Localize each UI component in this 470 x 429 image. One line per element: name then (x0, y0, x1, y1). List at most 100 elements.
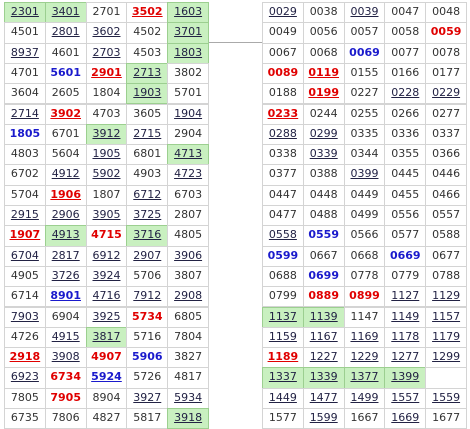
cell-number[interactable]: 1129 (432, 289, 461, 303)
cell-number[interactable]: 1499 (350, 390, 379, 404)
cell-number[interactable]: 2817 (51, 248, 80, 262)
cell-number[interactable]: 1399 (391, 370, 420, 384)
cell-number[interactable]: 6704 (10, 248, 39, 262)
cell-number: 0899 (349, 289, 380, 303)
cell-number[interactable]: 0299 (309, 126, 338, 140)
cell-number[interactable]: 3725 (133, 208, 162, 221)
cell-number[interactable]: 4912 (51, 167, 80, 181)
cell-number[interactable]: 1477 (309, 390, 338, 404)
cell-number[interactable]: 1599 (309, 411, 338, 424)
cell-number[interactable]: 1904 (174, 106, 203, 120)
cell-number[interactable]: 8901 (50, 289, 81, 303)
cell-number[interactable]: 1227 (309, 350, 338, 364)
cell-number[interactable]: 3925 (92, 309, 121, 323)
cell-number[interactable]: 1557 (391, 390, 420, 404)
cell-number[interactable]: 3401 (51, 5, 80, 18)
cell-number[interactable]: 2301 (10, 5, 39, 18)
cell-number[interactable]: 1157 (432, 309, 461, 323)
cell-number[interactable]: 1137 (268, 309, 297, 323)
cell-number[interactable]: 1449 (268, 390, 297, 404)
cell-number[interactable]: 0399 (350, 167, 379, 181)
cell-number[interactable]: 1339 (309, 370, 338, 384)
cell-number[interactable]: 0288 (268, 126, 297, 140)
cell-number[interactable]: 1179 (432, 329, 461, 343)
cell-number[interactable]: 0029 (268, 5, 297, 18)
cell-number: 0047 (391, 5, 420, 18)
cell-number[interactable]: 1907 (9, 228, 41, 242)
cell-number[interactable]: 1189 (267, 350, 299, 364)
table-cell: 1149 (384, 306, 427, 328)
cell-number[interactable]: 0039 (350, 5, 379, 18)
cell-number[interactable]: 1277 (391, 350, 420, 364)
cell-number[interactable]: 1803 (174, 45, 203, 59)
cell-number[interactable]: 1377 (350, 370, 379, 384)
cell-number[interactable]: 1603 (174, 5, 203, 18)
cell-number[interactable]: 3906 (174, 248, 203, 262)
cell-number[interactable]: 0228 (391, 86, 420, 100)
cell-number[interactable]: 3602 (92, 25, 121, 39)
cell-number[interactable]: 0558 (268, 228, 297, 242)
cell-number[interactable]: 0229 (432, 86, 461, 100)
cell-number[interactable]: 1905 (92, 147, 121, 161)
cell-number[interactable]: 2715 (133, 126, 162, 140)
cell-number[interactable]: 1903 (133, 86, 162, 100)
cell-number[interactable]: 1178 (391, 329, 420, 343)
cell-number[interactable]: 2713 (133, 65, 162, 79)
cell-number[interactable]: 1149 (391, 309, 420, 323)
cell-number[interactable]: 1159 (268, 329, 297, 343)
cell-number[interactable]: 3912 (92, 126, 121, 140)
cell-number[interactable]: 2918 (9, 350, 41, 364)
cell-number[interactable]: 0339 (309, 147, 338, 161)
cell-number[interactable]: 3924 (92, 268, 121, 282)
cell-number[interactable]: 0233 (267, 106, 299, 120)
cell-number[interactable]: 1167 (309, 329, 338, 343)
cell-number[interactable]: 4713 (174, 147, 203, 161)
cell-number[interactable]: 2915 (10, 208, 39, 221)
cell-number[interactable]: 2901 (91, 65, 122, 79)
cell-number[interactable]: 3902 (50, 106, 81, 120)
cell-number[interactable]: 4716 (92, 289, 121, 303)
cell-number[interactable]: 6912 (92, 248, 121, 262)
cell-number[interactable]: 4915 (51, 329, 80, 343)
cell-number[interactable]: 1669 (391, 411, 420, 424)
cell-number[interactable]: 1169 (350, 329, 379, 343)
cell-number[interactable]: 0119 (308, 65, 339, 79)
cell-number[interactable]: 3726 (51, 268, 80, 282)
cell-number[interactable]: 1559 (432, 390, 461, 404)
cell-number[interactable]: 1127 (391, 289, 420, 303)
cell-number[interactable]: 3502 (131, 5, 163, 18)
cell-number[interactable]: 4913 (51, 228, 80, 242)
cell-number[interactable]: 3918 (174, 411, 203, 424)
cell-number[interactable]: 1337 (268, 370, 297, 384)
cell-number[interactable]: 8937 (10, 45, 39, 59)
cell-number[interactable]: 3927 (133, 390, 162, 404)
cell-number[interactable]: 2907 (133, 248, 162, 262)
cell-number[interactable]: 6923 (10, 370, 39, 384)
cell-number[interactable]: 4723 (174, 167, 203, 181)
cell-number[interactable]: 5902 (92, 167, 121, 181)
cell-number[interactable]: 7912 (133, 289, 162, 303)
cell-number[interactable]: 3817 (92, 329, 121, 343)
cell-number[interactable]: 3905 (92, 208, 121, 221)
cell-number[interactable]: 3701 (174, 25, 203, 39)
cell-number: 0699 (308, 268, 339, 282)
cell-number[interactable]: 2908 (174, 289, 203, 303)
cell-number[interactable]: 2703 (92, 45, 121, 59)
cell-number[interactable]: 5934 (174, 390, 203, 404)
cell-number[interactable]: 3716 (133, 228, 162, 242)
cell-number[interactable]: 2801 (51, 25, 80, 39)
cell-number[interactable]: 2906 (51, 208, 80, 221)
cell-number[interactable]: 2714 (10, 106, 39, 120)
cell-number[interactable]: 7903 (10, 309, 39, 323)
cell-number[interactable]: 1139 (309, 309, 338, 323)
divider (208, 42, 262, 43)
cell-number[interactable]: 1229 (350, 350, 379, 364)
cell-number[interactable]: 6712 (133, 187, 162, 201)
cell-number[interactable]: 1299 (432, 350, 461, 364)
table-cell: 7805 (4, 387, 46, 409)
table-cell: 5934 (167, 387, 209, 409)
cell-number[interactable]: 5924 (91, 370, 122, 384)
cell-number[interactable]: 1906 (50, 187, 81, 201)
cell-number[interactable]: 3908 (51, 350, 80, 364)
cell-number[interactable]: 0199 (308, 86, 339, 100)
